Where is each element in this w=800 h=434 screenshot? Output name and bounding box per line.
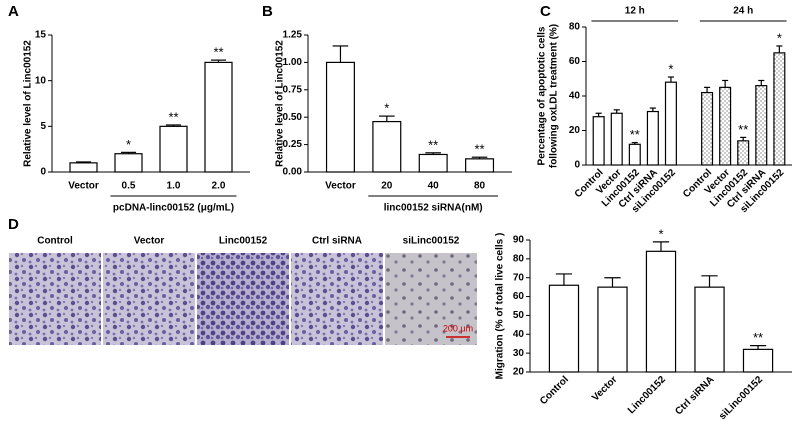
- scale-bar-label: 200 μm: [443, 323, 473, 333]
- bar: [645, 250, 677, 373]
- x-tick-label: Vector: [325, 181, 356, 192]
- bar: [114, 153, 143, 173]
- y-tick-label: 20: [513, 367, 525, 378]
- bar: [69, 162, 98, 173]
- significance-label: *: [126, 137, 131, 152]
- micrograph: [385, 253, 477, 345]
- significance-label: **: [753, 330, 763, 345]
- y-axis-label: Relative level of Linc00152: [275, 40, 286, 167]
- micrograph: [103, 253, 195, 345]
- x-tick-label: 20: [381, 181, 393, 192]
- x-tick-label: Control: [538, 374, 571, 407]
- y-tick-label: 0.25: [283, 139, 303, 150]
- y-tick-label: 70: [513, 272, 525, 283]
- micrograph: [291, 253, 383, 345]
- bar: [204, 61, 233, 173]
- y-tick-label: 80: [513, 253, 525, 264]
- bar: [159, 125, 188, 173]
- x-tick-label: 80: [474, 181, 486, 192]
- significance-label: **: [428, 137, 438, 152]
- micrograph-label: Control: [37, 236, 73, 247]
- x-tick-label: Linc00152: [626, 374, 668, 416]
- bar: [597, 286, 628, 373]
- x-axis-label: pcDNA-linc00152 (μg/mL): [113, 203, 234, 214]
- bar: [548, 284, 580, 373]
- y-axis-label: Relative level of Linc00152: [23, 40, 34, 167]
- y-tick-label: 30: [513, 348, 525, 359]
- x-tick-label: 0.5: [122, 181, 136, 192]
- micrograph: [197, 253, 289, 345]
- group-label: 24 h: [733, 6, 753, 17]
- y-axis-label: Percentage of apoptotic cells: [537, 26, 548, 165]
- significance-label: **: [213, 45, 223, 60]
- bar: [701, 91, 714, 166]
- bar: [737, 140, 750, 166]
- micrograph-label: Ctrl siRNA: [312, 236, 362, 247]
- bar: [773, 52, 786, 166]
- y-tick-label: 0: [40, 167, 46, 178]
- y-axis-label: following oxLDL treatment (%): [549, 24, 560, 168]
- bar: [742, 348, 774, 373]
- significance-label: **: [630, 127, 640, 142]
- y-tick-label: 60: [569, 56, 581, 67]
- x-tick-label: 1.0: [167, 181, 181, 192]
- y-tick-label: 40: [513, 329, 525, 340]
- bar: [755, 85, 768, 166]
- significance-label: *: [668, 61, 673, 76]
- y-tick-label: 0.50: [283, 112, 303, 123]
- y-tick-label: 50: [513, 310, 525, 321]
- y-tick-label: 0.75: [283, 84, 303, 95]
- x-axis-label: linc00152 siRNA(nM): [384, 203, 483, 214]
- significance-label: **: [168, 109, 178, 124]
- bar: [610, 112, 623, 166]
- x-tick-label: Ctrl siRNA: [673, 374, 716, 417]
- x-tick-label: siLinc00152: [717, 374, 765, 422]
- micrograph-label: Linc00152: [219, 236, 268, 247]
- bar: [465, 158, 495, 173]
- panel-label: B: [262, 3, 273, 20]
- x-tick-label: Vector: [590, 374, 619, 403]
- bar: [694, 286, 725, 373]
- y-tick-label: 20: [569, 125, 581, 136]
- bar: [418, 153, 448, 173]
- bar: [592, 116, 605, 166]
- y-tick-label: 5: [40, 121, 46, 132]
- y-axis-label: Migration (% of total live cells ): [495, 233, 506, 380]
- significance-label: *: [384, 101, 389, 116]
- bar: [646, 110, 659, 166]
- x-tick-label: Vector: [68, 181, 99, 192]
- panel-label: A: [8, 3, 19, 20]
- y-tick-label: 0: [574, 160, 580, 171]
- micrograph-label: Vector: [134, 236, 165, 247]
- group-label: 12 h: [625, 6, 645, 17]
- bar: [719, 86, 732, 166]
- y-tick-label: 90: [513, 235, 525, 246]
- x-tick-label: 2.0: [212, 181, 226, 192]
- bar: [664, 81, 677, 166]
- y-tick-label: 80: [569, 22, 581, 33]
- panel-label: C: [540, 3, 551, 20]
- significance-label: *: [658, 226, 663, 241]
- micrograph: [9, 253, 101, 345]
- y-tick-label: 0.00: [283, 167, 303, 178]
- micrograph-label: siLinc00152: [403, 236, 460, 247]
- y-tick-label: 10: [35, 75, 47, 86]
- significance-label: **: [738, 122, 748, 137]
- y-tick-label: 1.25: [283, 30, 303, 41]
- y-tick-label: 40: [569, 91, 581, 102]
- significance-label: *: [777, 30, 782, 45]
- significance-label: **: [474, 142, 484, 157]
- y-tick-label: 15: [35, 30, 47, 41]
- x-tick-label: 40: [428, 181, 440, 192]
- bar: [628, 143, 641, 166]
- panel-label: D: [8, 216, 19, 233]
- bar: [372, 120, 402, 173]
- y-tick-label: 1.00: [283, 57, 303, 68]
- y-tick-label: 60: [513, 291, 525, 302]
- bar: [325, 61, 355, 173]
